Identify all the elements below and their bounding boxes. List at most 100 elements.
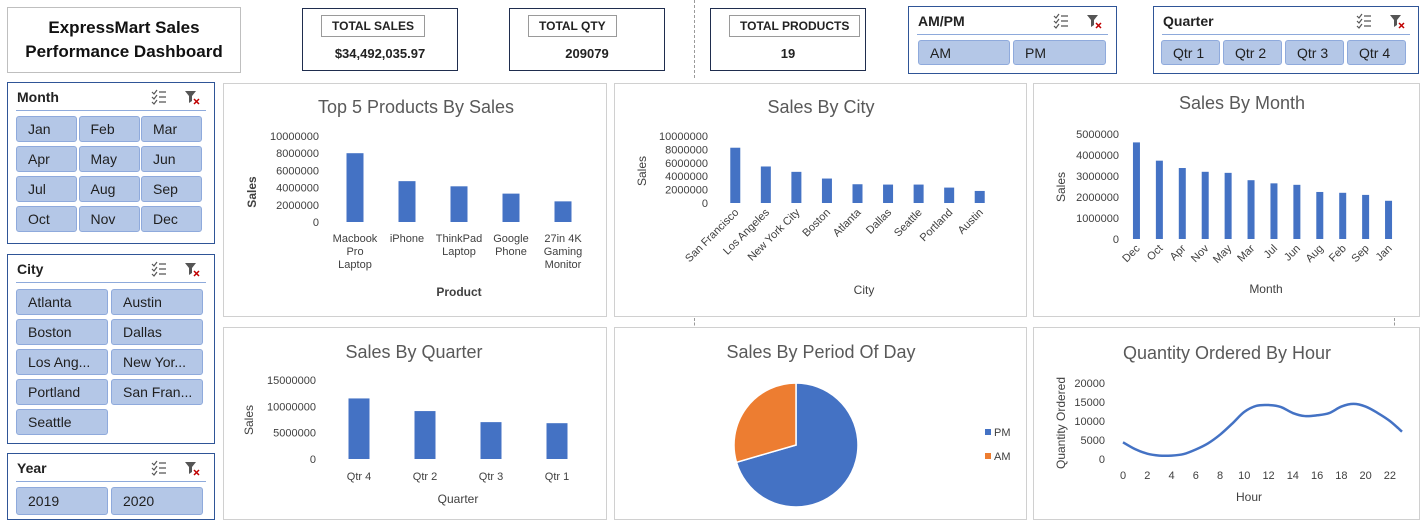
slicer-divider xyxy=(16,282,206,283)
multi-select-icon[interactable] xyxy=(1356,13,1372,29)
multi-select-icon[interactable] xyxy=(151,89,167,105)
chart-qty-hour: Quantity Ordered By Hour 20000 15000 10000 5… xyxy=(1033,327,1420,520)
slicer-ampm-item-am[interactable]: AM xyxy=(918,40,1010,65)
chart-sales-month-bar xyxy=(1270,183,1278,239)
slicer-city-item[interactable]: Dallas xyxy=(111,319,203,345)
slicer-month-item[interactable]: Oct xyxy=(16,206,77,232)
clear-filter-icon[interactable] xyxy=(1086,13,1102,29)
chart-sales-city-title: Sales By City xyxy=(767,97,874,117)
chart-sales-city-ytick: 6000000 xyxy=(665,158,708,170)
chart-top-products-ytick: 4000000 xyxy=(276,183,319,195)
chart-top-products-svg: Top 5 Products By Sales 10000000 8000000 60… xyxy=(245,97,583,299)
chart-sales-city-xtick: Dallas xyxy=(864,206,894,236)
dashboard-title: ExpressMart Sales Performance Dashboard xyxy=(7,7,241,73)
slicer-month-item[interactable]: Nov xyxy=(78,206,140,232)
slicer-month-item[interactable]: Sep xyxy=(141,176,202,202)
slicer-city-item[interactable]: Austin xyxy=(111,289,203,315)
chart-sales-month-xtick: Jun xyxy=(1282,243,1303,264)
chart-sales-month-xtick: Nov xyxy=(1189,242,1212,265)
slicer-month-item[interactable]: Aug xyxy=(78,176,140,202)
guide-line xyxy=(694,0,695,78)
chart-sales-city-bar xyxy=(913,184,924,203)
chart-top-products-ytick: 0 xyxy=(313,217,319,229)
chart-sales-city-xlabel: City xyxy=(854,283,875,297)
clear-filter-icon[interactable] xyxy=(184,460,200,476)
chart-qty-hour-xlabel: Hour xyxy=(1236,490,1262,504)
chart-top-products-xtick-line: Laptop xyxy=(442,246,476,258)
slicer-quarter-item-qtr1[interactable]: Qtr 1 xyxy=(1161,40,1220,65)
slicer-city-item[interactable]: New Yor... xyxy=(111,349,203,375)
slicer-month-item[interactable]: Mar xyxy=(141,116,202,142)
chart-sales-quarter-ytick: 15000000 xyxy=(267,375,316,387)
guide-line xyxy=(1394,318,1395,330)
kpi-total-sales-label: TOTAL SALES xyxy=(321,15,426,37)
chart-top-products-xtick-line: Gaming xyxy=(544,246,583,258)
chart-sales-month-bar xyxy=(1316,191,1324,239)
slicer-year-item-2020[interactable]: 2020 xyxy=(111,487,203,515)
slicer-month-item[interactable]: Jul xyxy=(16,176,77,202)
slicer-month-item[interactable]: Apr xyxy=(16,146,77,172)
slicer-month-item[interactable]: May xyxy=(78,146,140,172)
slicer-city-item[interactable]: Atlanta xyxy=(16,289,108,315)
chart-sales-month-bar xyxy=(1155,160,1163,239)
slicer-city-item[interactable]: Los Ang... xyxy=(16,349,108,375)
slicer-year: Year 2019 2020 xyxy=(7,453,215,520)
clear-filter-icon[interactable] xyxy=(184,89,200,105)
chart-sales-quarter-ytick: 10000000 xyxy=(267,401,316,413)
chart-sales-city-bar xyxy=(883,184,894,203)
slicer-quarter-item-qtr4[interactable]: Qtr 4 xyxy=(1347,40,1406,65)
slicer-quarter-header: Quarter xyxy=(1163,13,1214,29)
chart-sales-quarter-bar xyxy=(414,411,436,459)
slicer-quarter-item-qtr3[interactable]: Qtr 3 xyxy=(1285,40,1344,65)
clear-filter-icon[interactable] xyxy=(1389,13,1405,29)
slicer-year-item-2019[interactable]: 2019 xyxy=(16,487,108,515)
slicer-divider xyxy=(16,110,206,111)
chart-sales-month-bar xyxy=(1132,142,1140,239)
multi-select-icon[interactable] xyxy=(151,460,167,476)
chart-sales-quarter-xtick: Qtr 2 xyxy=(413,471,437,483)
slicer-month-item[interactable]: Jan xyxy=(16,116,77,142)
clear-filter-icon[interactable] xyxy=(184,261,200,277)
chart-qty-hour-ytick: 0 xyxy=(1099,454,1105,466)
chart-sales-month-title: Sales By Month xyxy=(1179,93,1305,113)
chart-qty-hour-xtick: 0 xyxy=(1120,470,1126,482)
chart-period-day-legend-label: PM xyxy=(994,427,1011,439)
chart-sales-city-xtick: Portland xyxy=(918,207,955,244)
slicer-month-item[interactable]: Dec xyxy=(141,206,202,232)
slicer-month-item[interactable]: Jun xyxy=(141,146,202,172)
chart-sales-month-ytick: 0 xyxy=(1113,234,1119,246)
slicer-city-item[interactable]: Seattle xyxy=(16,409,108,435)
slicer-city-item[interactable]: San Fran... xyxy=(111,379,203,405)
chart-top-products-ytick: 2000000 xyxy=(276,200,319,212)
chart-sales-city: Sales By City 10000000 8000000 6000000 40000… xyxy=(614,83,1027,317)
slicer-month-item[interactable]: Feb xyxy=(78,116,140,142)
chart-sales-city-bar xyxy=(821,178,832,203)
slicer-quarter-item-qtr2[interactable]: Qtr 2 xyxy=(1223,40,1282,65)
chart-sales-city-xtick: Atlanta xyxy=(831,206,864,239)
chart-period-day-title: Sales By Period Of Day xyxy=(726,342,915,362)
chart-sales-city-ylabel: Sales xyxy=(635,156,649,186)
chart-top-products-ytick: 10000000 xyxy=(270,131,319,143)
slicer-ampm-item-pm[interactable]: PM xyxy=(1013,40,1106,65)
chart-sales-quarter-ytick: 5000000 xyxy=(273,428,316,440)
chart-sales-quarter-bar xyxy=(348,398,370,459)
chart-top-products-ylabel: Sales xyxy=(245,176,259,208)
multi-select-icon[interactable] xyxy=(1053,13,1069,29)
multi-select-icon[interactable] xyxy=(151,261,167,277)
slicer-city: City Atlanta Austin Boston Dallas Los Ang...… xyxy=(7,254,215,444)
slicer-city-item[interactable]: Portland xyxy=(16,379,108,405)
chart-sales-month-xtick: Sep xyxy=(1349,243,1371,265)
dashboard-title-line1: ExpressMart Sales xyxy=(48,18,200,37)
chart-sales-city-ytick: 4000000 xyxy=(665,171,708,183)
chart-sales-month-bar xyxy=(1339,192,1347,239)
chart-sales-city-ytick: 0 xyxy=(702,198,708,210)
chart-sales-month-xtick: Oct xyxy=(1145,243,1166,264)
chart-sales-city-ytick: 8000000 xyxy=(665,144,708,156)
slicer-city-item[interactable]: Boston xyxy=(16,319,108,345)
chart-sales-city-bar xyxy=(944,187,955,203)
chart-top-products-xtick-line: Phone xyxy=(495,246,527,258)
chart-sales-quarter-bar xyxy=(546,423,568,459)
chart-top-products-bar xyxy=(346,153,364,222)
chart-top-products-xtick-line: Google xyxy=(493,233,528,245)
